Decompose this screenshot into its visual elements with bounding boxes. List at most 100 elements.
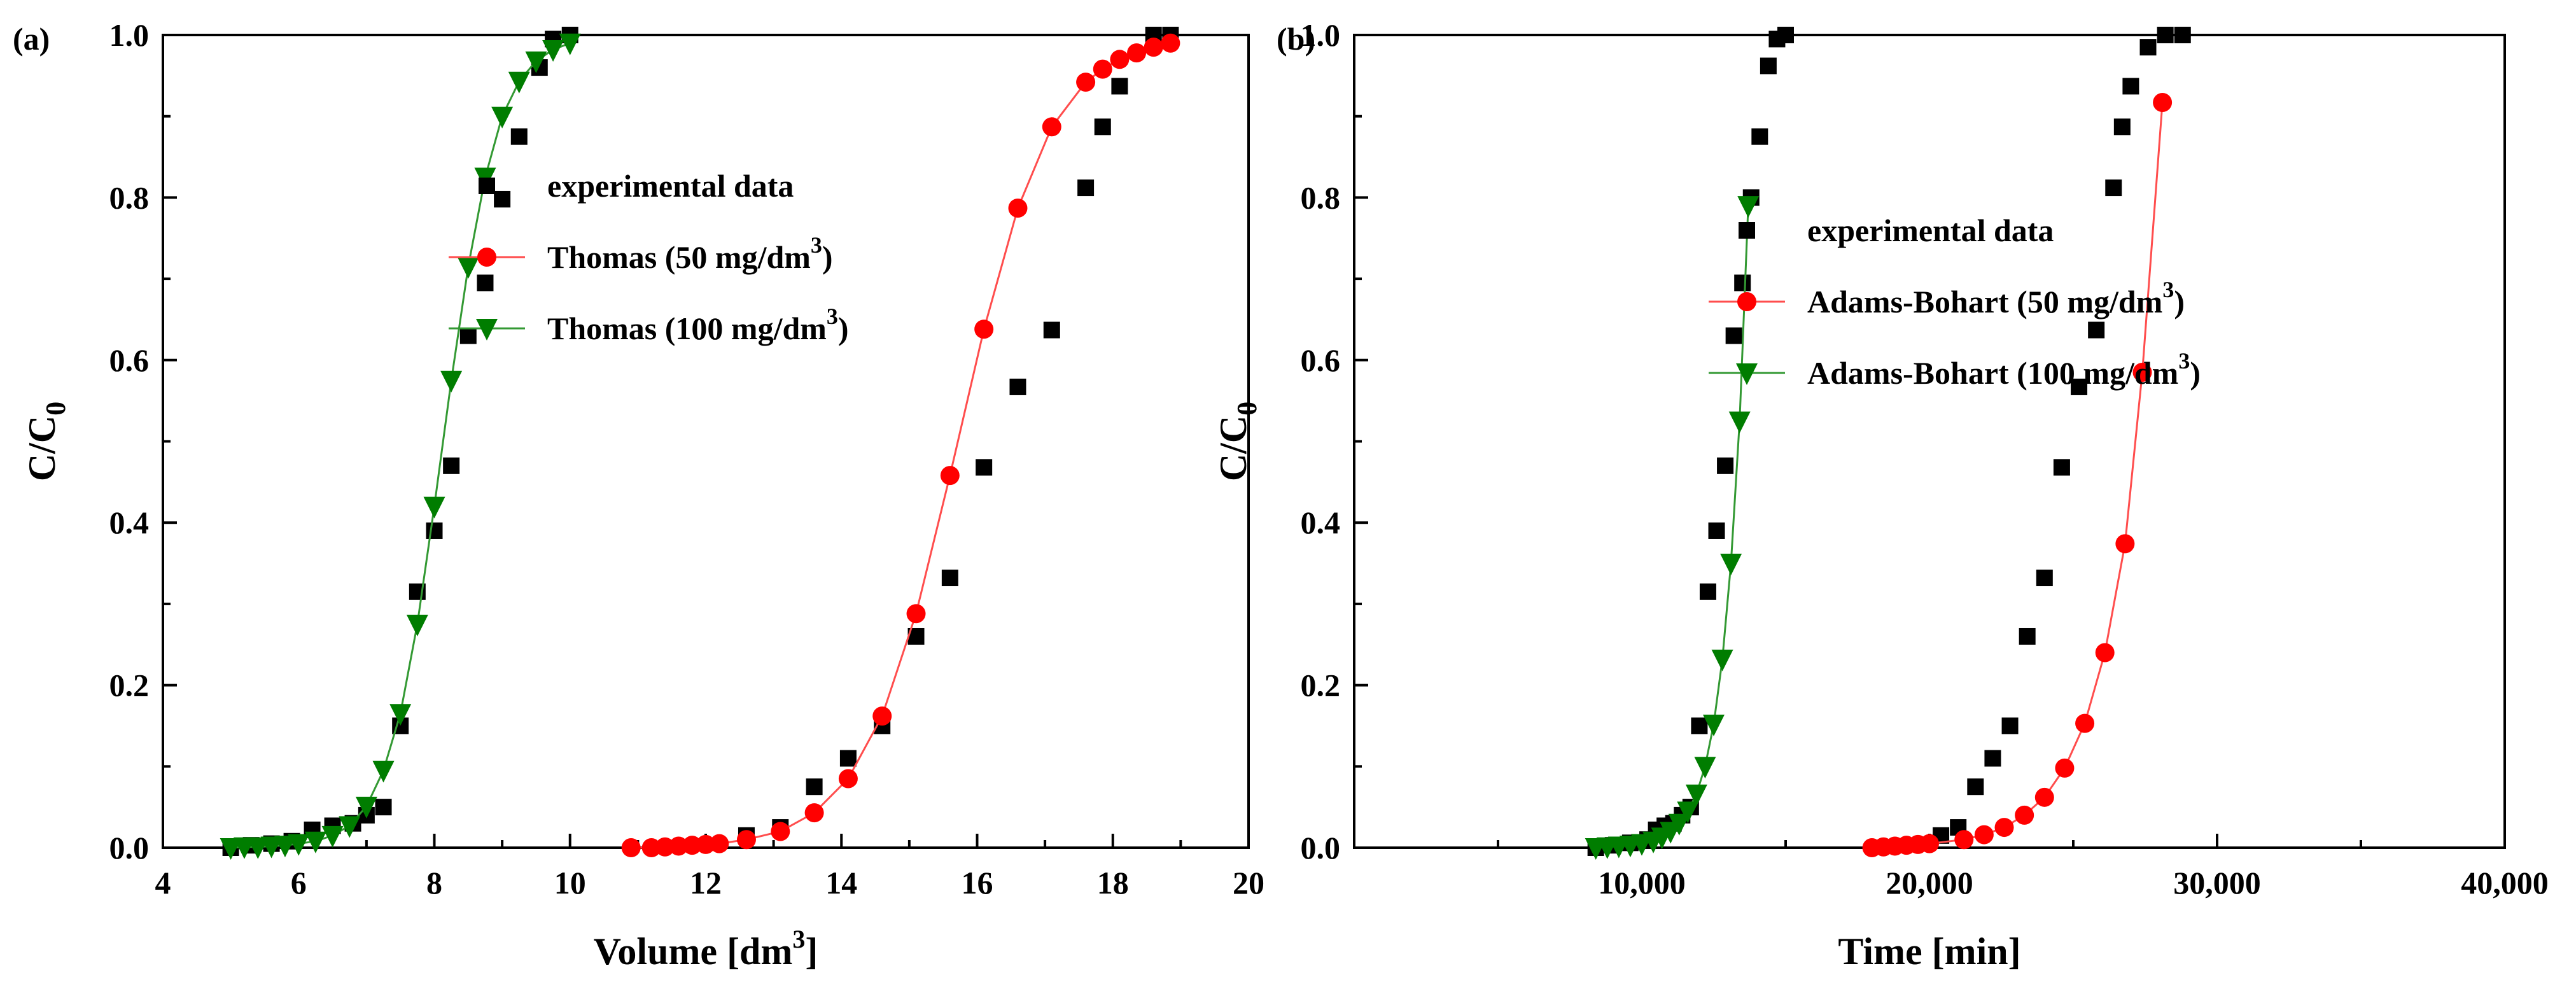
data-point xyxy=(2075,713,2095,733)
data-point xyxy=(771,822,790,841)
data-point xyxy=(669,836,689,856)
data-point xyxy=(655,837,675,857)
data-point xyxy=(1728,411,1751,433)
data-point xyxy=(1717,457,1734,474)
data-point xyxy=(1111,78,1128,95)
legend-label: Thomas (100 mg/dm3) xyxy=(547,304,849,346)
data-point xyxy=(1737,196,1760,218)
data-point xyxy=(1699,583,1716,600)
data-point xyxy=(682,836,702,855)
data-point xyxy=(974,319,994,339)
data-point xyxy=(491,106,514,129)
data-point xyxy=(976,459,993,476)
data-point xyxy=(274,836,296,858)
x-axis-title: Volume [dm3] xyxy=(594,925,818,972)
legend-marker xyxy=(477,248,496,267)
x-tick-label: 18 xyxy=(1097,865,1129,901)
y-tick-label: 0.2 xyxy=(1301,668,1341,703)
y-tick-label: 0.0 xyxy=(1301,830,1341,866)
series-3 xyxy=(1585,196,1760,860)
legend-marker xyxy=(476,319,498,340)
legend-label-text: experimental data xyxy=(1807,213,2054,248)
data-point xyxy=(2105,179,2122,197)
legend-label-sup: 3 xyxy=(827,304,838,329)
y-tick-label: 0.0 xyxy=(109,830,150,866)
series-2 xyxy=(1862,92,2173,857)
data-point xyxy=(1734,274,1751,291)
data-point xyxy=(1920,834,1939,853)
data-point xyxy=(1127,43,1147,63)
data-point xyxy=(1967,778,1984,796)
data-point xyxy=(1094,118,1111,136)
y-tick-label: 1.0 xyxy=(109,17,150,53)
data-point xyxy=(2034,787,2054,807)
data-point xyxy=(1042,117,1061,137)
series-3 xyxy=(220,33,581,860)
legend-label-sup: 3 xyxy=(811,232,822,258)
x-tick-label: 30,000 xyxy=(2173,865,2261,901)
data-point xyxy=(1008,199,1028,218)
y-axis-title-text: C/C xyxy=(1212,416,1254,481)
data-point xyxy=(906,604,926,624)
data-point xyxy=(1725,327,1742,344)
data-point xyxy=(220,838,242,860)
x-tick-label: 20,000 xyxy=(1886,865,1973,901)
data-point xyxy=(440,370,463,393)
data-point xyxy=(641,838,661,857)
data-point xyxy=(510,128,528,145)
plot-frame xyxy=(1353,34,2506,849)
data-point xyxy=(339,816,361,838)
data-point xyxy=(1677,801,1699,824)
series-line xyxy=(230,42,571,849)
data-point xyxy=(2095,643,2115,663)
x-axis-title-text: Volume [dm xyxy=(594,930,793,972)
y-tick-label: 0.6 xyxy=(1301,342,1341,378)
data-point xyxy=(542,39,564,62)
data-point xyxy=(1691,717,1708,734)
data-point xyxy=(1974,825,1994,845)
data-point xyxy=(423,496,445,519)
x-tick-label: 16 xyxy=(962,865,993,901)
data-point xyxy=(372,761,395,783)
x-tick-label: 6 xyxy=(291,865,307,901)
y-tick-label: 1.0 xyxy=(1301,17,1341,53)
data-point xyxy=(260,836,283,859)
y-tick-label: 0.8 xyxy=(109,179,150,215)
data-point xyxy=(1110,50,1130,69)
data-point xyxy=(2132,362,2152,382)
data-point xyxy=(804,803,824,823)
chart-panel-2: (b) 10,000 20,000 30,000 40,000 0.0 0.2 0.4 0.6 0… xyxy=(1212,17,2549,972)
data-point xyxy=(1720,554,1742,576)
y-axis-title-sub: 0 xyxy=(40,402,71,416)
data-point xyxy=(2071,378,2088,395)
data-point xyxy=(1076,73,1096,92)
x-axis-title: Time [min] xyxy=(1838,930,2020,972)
data-point xyxy=(2115,534,2135,554)
series-2 xyxy=(621,33,1180,857)
data-point xyxy=(2015,805,2034,825)
data-point xyxy=(1994,818,2014,838)
data-point xyxy=(559,33,581,55)
data-point xyxy=(2053,459,2070,476)
panel-label: (b) xyxy=(1277,21,1315,57)
data-point xyxy=(406,614,428,636)
legend-label-end: ) xyxy=(838,311,849,346)
data-point xyxy=(477,274,494,291)
data-point xyxy=(459,327,477,344)
data-point xyxy=(1694,757,1716,779)
data-point xyxy=(2036,570,2053,587)
legend-label-text: Adams-Bohart (50 mg/dm xyxy=(1807,284,2162,319)
data-point xyxy=(1954,830,1974,850)
data-point xyxy=(736,830,756,850)
x-tick-label: 4 xyxy=(155,865,171,901)
data-point xyxy=(375,799,392,816)
data-point xyxy=(2113,118,2131,136)
plot-frame xyxy=(162,34,1250,849)
data-point xyxy=(1161,33,1180,53)
data-point xyxy=(838,769,858,789)
y-tick-label: 0.2 xyxy=(109,668,150,703)
